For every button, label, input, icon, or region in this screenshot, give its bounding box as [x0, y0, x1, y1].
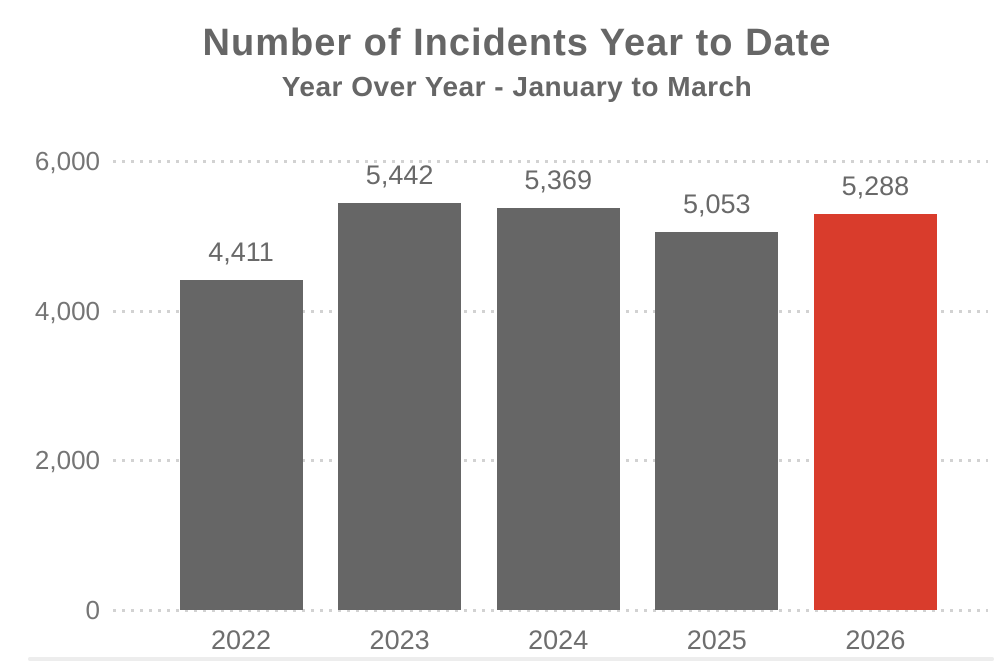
bar-2022[interactable] — [179, 279, 303, 610]
x-axis-label-2024: 2024 — [528, 625, 589, 655]
chart-header: Number of Incidents Year to Date Year Ov… — [40, 22, 994, 103]
gridline-6000 — [113, 160, 988, 163]
y-axis-tick-label: 4,000 — [34, 295, 100, 326]
bar-2024[interactable] — [496, 208, 620, 610]
y-axis-tick-label: 0 — [85, 595, 100, 625]
y-axis-tick-label: 2,000 — [34, 445, 100, 476]
value-label-2024: 5,369 — [524, 165, 592, 196]
chart-title: Number of Incidents Year to Date — [202, 22, 832, 64]
y-axis-tick-label: 6,000 — [34, 146, 100, 176]
value-label-2026: 5,288 — [841, 171, 910, 202]
x-axis-label-2023: 2023 — [369, 625, 430, 655]
bottom-edge-strip — [28, 657, 994, 661]
x-axis-label-2025: 2025 — [686, 625, 747, 655]
bar-2025[interactable] — [655, 231, 779, 610]
value-label-2023: 5,442 — [365, 159, 434, 190]
gridline-0 — [113, 609, 988, 612]
chart-subtitle: Year Over Year - January to March — [281, 71, 753, 102]
bar-2026[interactable] — [813, 214, 937, 610]
bar-2023[interactable] — [338, 202, 462, 610]
value-label-2025: 5,053 — [683, 188, 751, 219]
x-axis-label-2022: 2022 — [210, 625, 272, 655]
x-axis-label-2026: 2026 — [845, 625, 906, 655]
value-label-2022: 4,411 — [208, 236, 274, 267]
